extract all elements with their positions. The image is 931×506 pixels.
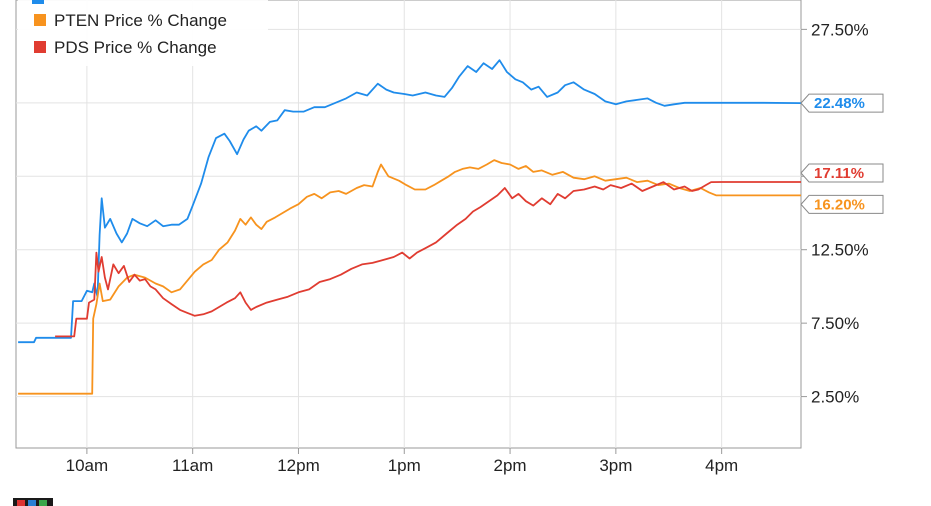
series-line-pds: [55, 181, 801, 338]
svg-text:22.48%: 22.48%: [814, 95, 865, 112]
legend-label-pten: PTEN Price % Change: [54, 11, 227, 30]
x-tick-label: 1pm: [388, 456, 421, 475]
x-tick-label: 2pm: [494, 456, 527, 475]
svg-text:16.20%: 16.20%: [814, 196, 865, 213]
series-line-1: [18, 59, 802, 344]
y-tick-label: 27.50%: [811, 20, 869, 39]
legend: PTEN Price % Change PDS Price % Change: [18, 0, 268, 66]
legend-background: [18, 0, 268, 66]
series-line-pten: [18, 159, 801, 395]
x-tick-label: 3pm: [599, 456, 632, 475]
series-lines: [18, 59, 802, 395]
y-tick-label: 12.50%: [811, 241, 869, 260]
end-label-pten: 16.20%: [800, 194, 884, 214]
x-tick-label: 10am: [66, 456, 109, 475]
x-tick-label: 11am: [172, 456, 213, 475]
plot-area: [15, 0, 802, 449]
legend-label-pds: PDS Price % Change: [54, 38, 217, 57]
legend-swatch-series-1: [32, 0, 44, 4]
x-tick-label: 4pm: [705, 456, 738, 475]
end-label-pds: 17.11%: [800, 163, 884, 183]
legend-swatch-pds: [34, 41, 46, 53]
x-tick-label: 12pm: [277, 456, 320, 475]
logo-icon: [13, 498, 53, 506]
svg-text:17.11%: 17.11%: [814, 165, 864, 182]
end-value-labels: 22.48% 17.11% 16.20%: [800, 93, 884, 214]
end-label-series-1: 22.48%: [800, 93, 884, 113]
x-axis-ticks: 10am 11am 12pm 1pm 2pm 3pm 4pm: [66, 448, 738, 475]
y-tick-label: 7.50%: [811, 314, 859, 333]
legend-swatch-pten: [34, 14, 46, 26]
y-tick-label: 2.50%: [811, 388, 859, 407]
